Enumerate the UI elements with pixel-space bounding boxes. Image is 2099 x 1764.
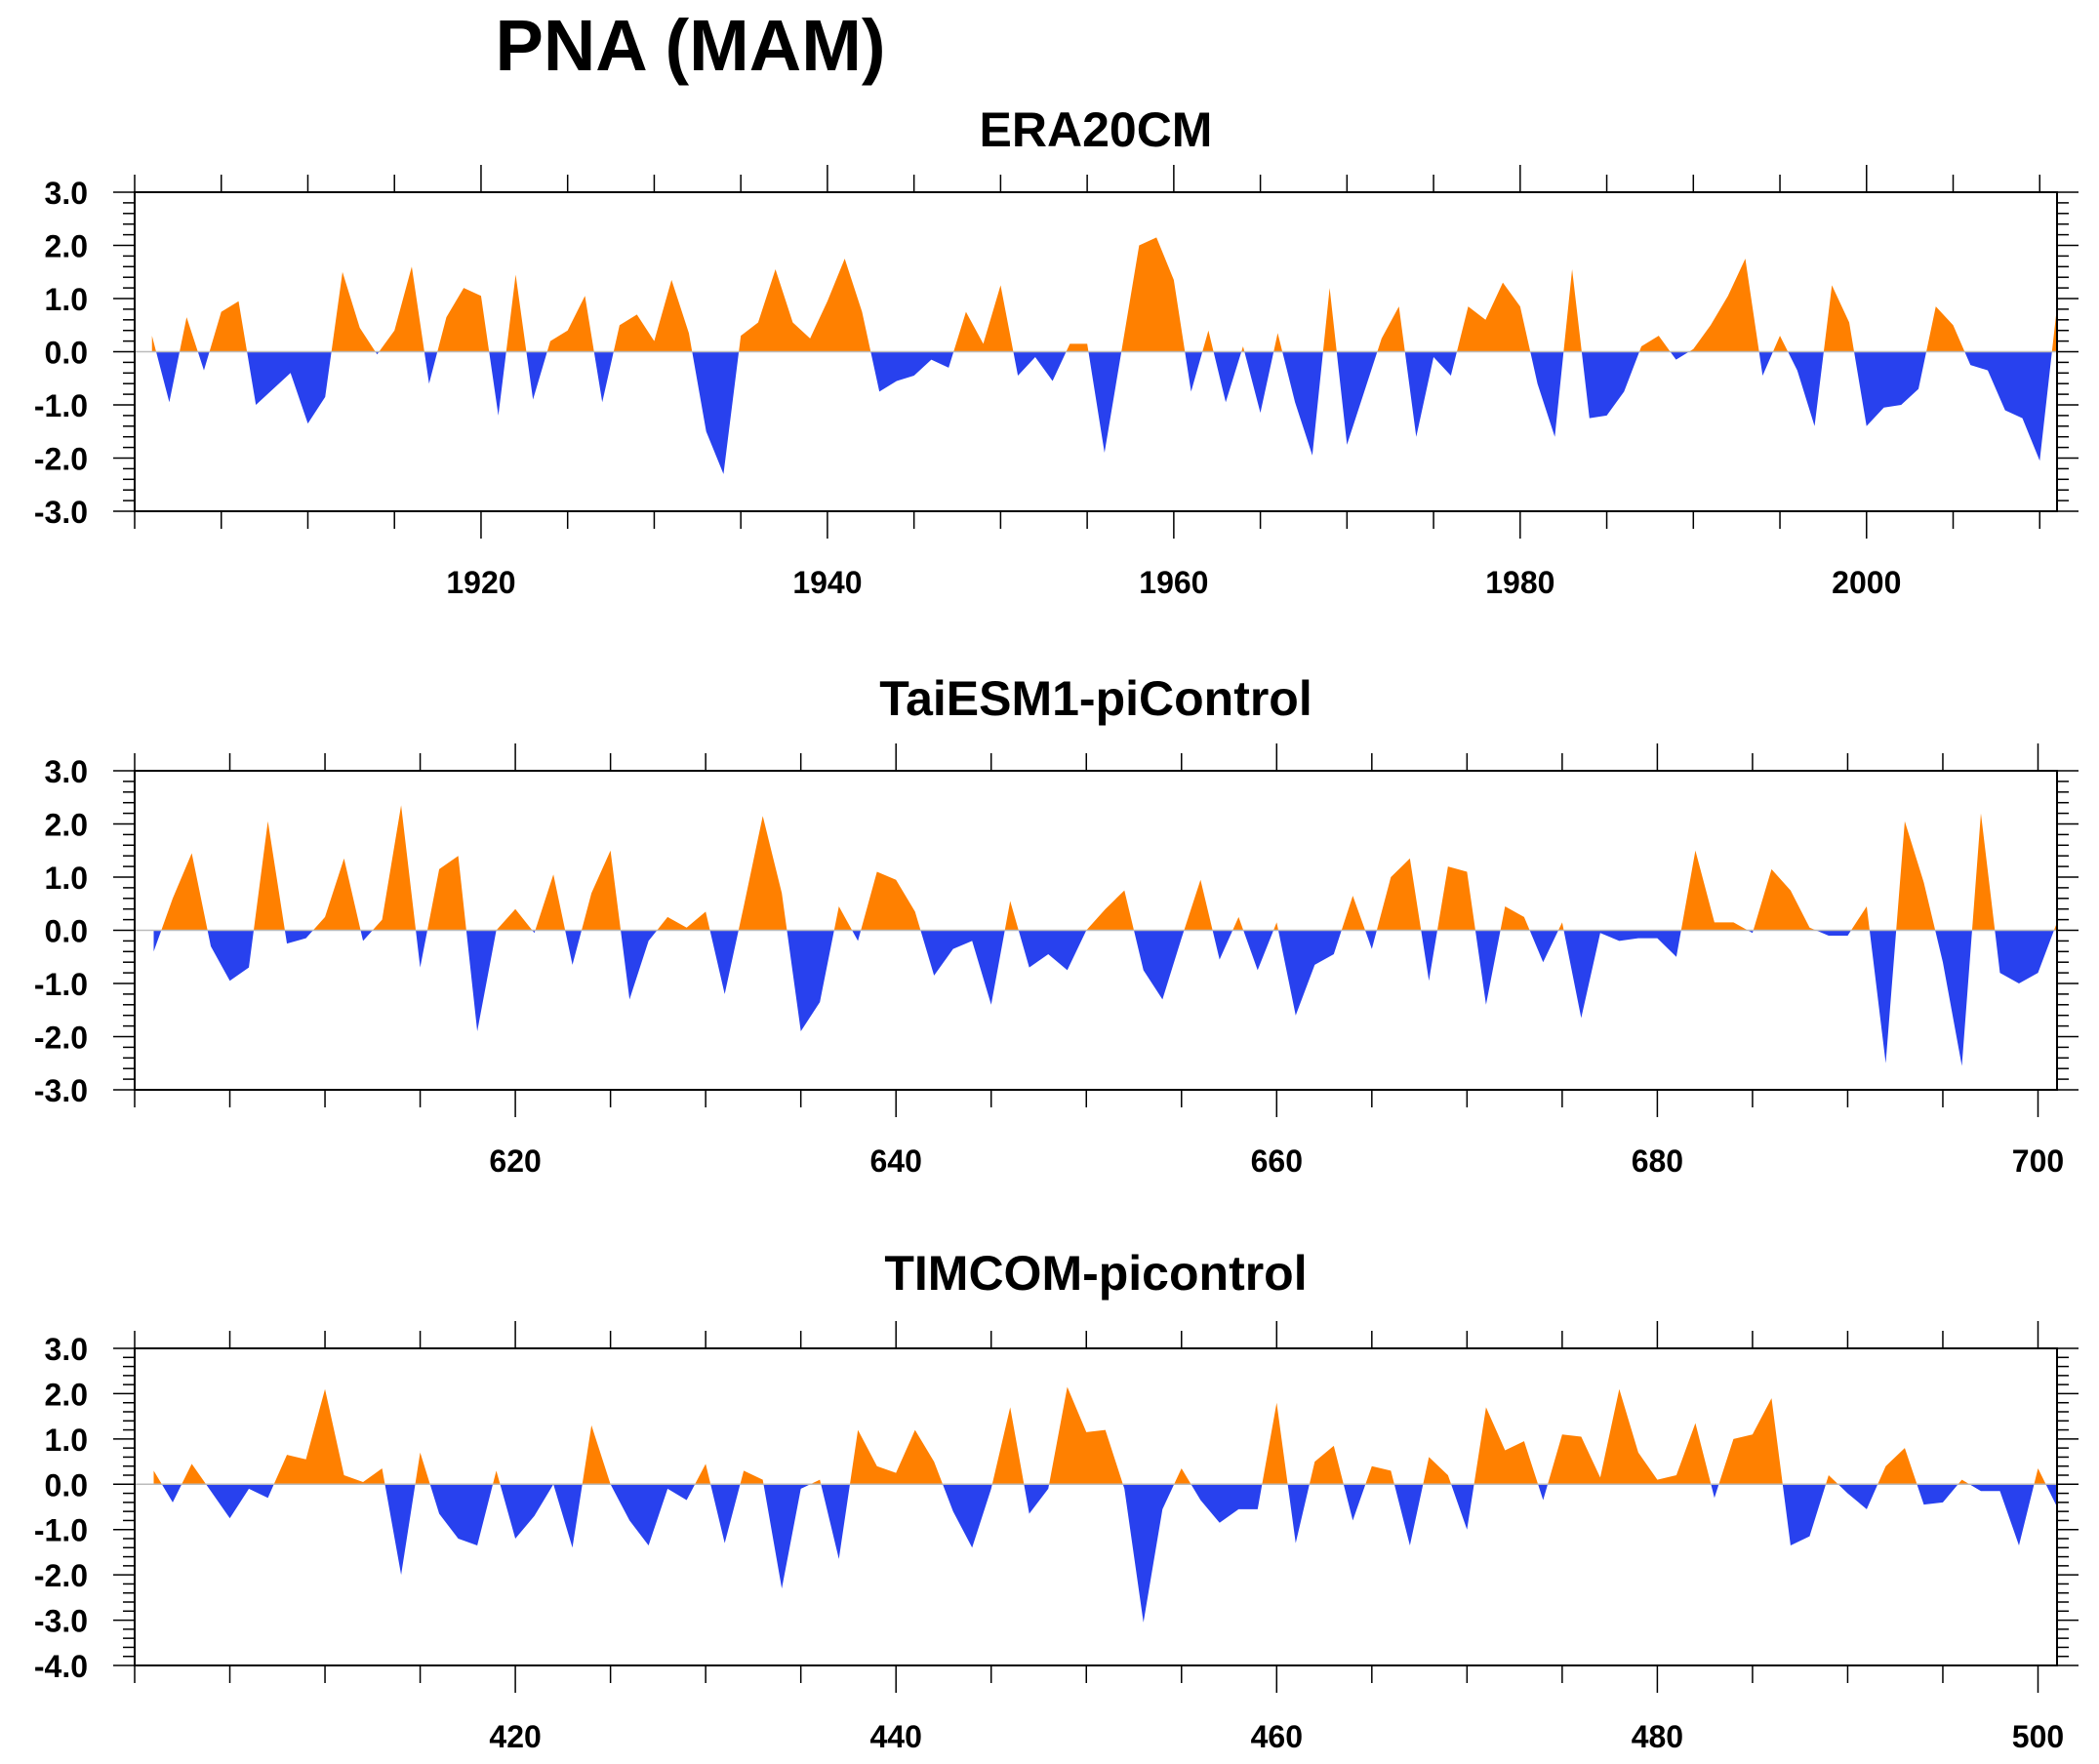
y-tick-label: 1.0 xyxy=(45,861,88,896)
chart-panel-era20cm: ERA20CM 3.0 2.0 1.0 0.0 -1.0 -2.0 -3.0 1920 1940… xyxy=(34,102,2079,600)
x-tick-label: 1980 xyxy=(1485,565,1554,600)
x-tick-label: 2000 xyxy=(1832,565,1901,600)
x-tick-label: 700 xyxy=(2012,1143,2064,1179)
y-tick-label: 0.0 xyxy=(45,914,88,949)
y-tick-label: 3.0 xyxy=(45,1332,88,1367)
y-tick-label: 3.0 xyxy=(45,176,88,211)
panel-title: TaiESM1-piControl xyxy=(879,671,1312,726)
chart-panel-taiesm1-picontrol: TaiESM1-piControl 3.0 2.0 1.0 0.0 -1.0 -2.0 -3… xyxy=(34,671,2079,1179)
main-title: PNA (MAM) xyxy=(495,5,886,86)
y-tick-label: -2.0 xyxy=(34,1558,88,1593)
x-tick-label: 420 xyxy=(489,1719,541,1754)
y-tick-label: -2.0 xyxy=(34,1021,88,1056)
chart-panel-timcom-picontrol: TIMCOM-picontrol 3.0 2.0 1.0 0.0 -1.0 -2.0 -3.… xyxy=(34,1246,2079,1754)
y-tick-label: -4.0 xyxy=(34,1649,88,1684)
y-tick-label: 3.0 xyxy=(45,754,88,789)
y-tick-label: -1.0 xyxy=(34,1513,88,1548)
y-tick-label: -3.0 xyxy=(34,1604,88,1639)
y-tick-label: -3.0 xyxy=(34,1073,88,1108)
y-tick-label: 0.0 xyxy=(45,1467,88,1503)
x-tick-label: 640 xyxy=(870,1143,922,1179)
x-tick-label: 620 xyxy=(489,1143,541,1179)
x-tick-label: 1960 xyxy=(1139,565,1208,600)
panel-title: TIMCOM-picontrol xyxy=(884,1246,1307,1301)
y-tick-label: 1.0 xyxy=(45,282,88,317)
positive-area-series xyxy=(151,237,2057,352)
plot-frame xyxy=(134,1347,2058,1666)
x-tick-label: 500 xyxy=(2012,1719,2064,1754)
y-tick-label: -1.0 xyxy=(34,388,88,423)
panel-title: ERA20CM xyxy=(980,102,1213,157)
y-tick-label: 2.0 xyxy=(45,808,88,843)
y-tick-label: -3.0 xyxy=(34,495,88,530)
x-tick-label: 440 xyxy=(870,1719,922,1754)
negative-area-series xyxy=(153,930,2054,1066)
negative-area-series xyxy=(161,1484,2057,1623)
y-tick-label: 0.0 xyxy=(45,336,88,371)
y-tick-label: -1.0 xyxy=(34,967,88,1002)
y-tick-label: 2.0 xyxy=(45,1377,88,1412)
y-tick-label: 2.0 xyxy=(45,229,88,264)
y-tick-label: 1.0 xyxy=(45,1423,88,1458)
x-tick-label: 660 xyxy=(1251,1143,1303,1179)
x-tick-label: 460 xyxy=(1251,1719,1303,1754)
x-tick-label: 1920 xyxy=(446,565,515,600)
x-tick-label: 1940 xyxy=(792,565,862,600)
x-tick-label: 480 xyxy=(1632,1719,1683,1754)
positive-area-series xyxy=(153,1386,2046,1485)
positive-area-series xyxy=(161,805,2058,931)
y-tick-label: -2.0 xyxy=(34,442,88,477)
x-tick-label: 680 xyxy=(1632,1143,1683,1179)
negative-area-series xyxy=(156,351,2052,474)
